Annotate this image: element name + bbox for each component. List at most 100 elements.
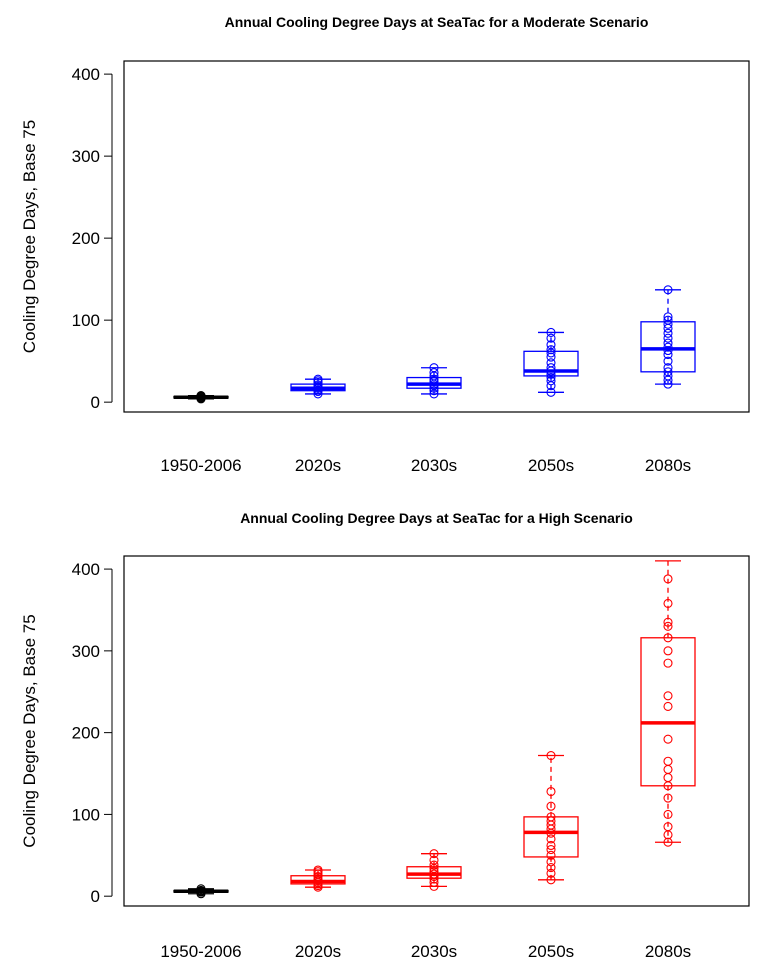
data-point <box>429 374 439 384</box>
data-point <box>429 874 439 884</box>
y-tick-label: 0 <box>91 887 100 906</box>
data-point <box>663 333 673 343</box>
data-point <box>663 633 673 643</box>
box-1950-2006 <box>173 391 229 404</box>
data-point <box>546 816 556 826</box>
data-point <box>313 380 323 390</box>
data-point <box>663 646 673 656</box>
x-tick-label: 2030s <box>411 942 457 961</box>
x-tick-label: 2080s <box>645 456 691 475</box>
box-2030s <box>406 849 462 891</box>
box-iqr <box>640 637 696 787</box>
data-point <box>663 312 673 322</box>
data-point <box>546 840 556 851</box>
chart-panel-1: Annual Cooling Degree Days at SeaTac for… <box>20 14 750 475</box>
box-2080s <box>640 560 696 847</box>
data-point <box>196 884 206 894</box>
data-point <box>429 386 439 396</box>
data-point <box>663 574 673 584</box>
data-point <box>663 342 673 352</box>
data-point <box>663 822 673 832</box>
data-point <box>546 812 556 822</box>
plot-frame <box>123 555 750 907</box>
data-point <box>663 328 673 338</box>
data-point <box>546 801 556 811</box>
box-2050s <box>523 750 579 885</box>
data-point <box>546 373 556 383</box>
data-point <box>429 860 439 870</box>
x-tick-label: 2020s <box>295 456 341 475</box>
data-point <box>663 285 673 295</box>
data-point <box>663 367 673 377</box>
data-point <box>546 863 556 873</box>
data-point <box>313 872 323 882</box>
data-point <box>429 867 439 877</box>
data-point <box>663 764 673 774</box>
data-point <box>663 658 673 668</box>
data-point <box>546 850 556 860</box>
x-tick-label: 1950-2006 <box>160 942 241 961</box>
data-point <box>429 855 439 865</box>
box-1950-2006 <box>173 884 229 899</box>
box-2080s <box>640 285 696 389</box>
data-point <box>429 383 439 393</box>
data-point <box>546 875 556 885</box>
y-axis-label: Cooling Degree Days, Base 75 <box>20 120 39 353</box>
data-point <box>663 319 673 329</box>
y-tick-label: 0 <box>91 393 100 412</box>
data-point <box>546 340 556 350</box>
data-point <box>546 345 556 355</box>
data-point <box>663 350 673 360</box>
y-tick-label: 200 <box>72 229 100 248</box>
data-point <box>313 389 323 399</box>
data-point <box>546 834 556 844</box>
box-2030s <box>406 363 462 399</box>
data-point <box>663 691 673 701</box>
data-point <box>546 352 556 362</box>
data-point <box>196 391 206 401</box>
data-point <box>429 869 439 879</box>
data-point <box>663 363 673 373</box>
data-point <box>429 849 439 859</box>
y-axis-label: Cooling Degree Days, Base 75 <box>20 614 39 847</box>
x-tick-label: 2080s <box>645 942 691 961</box>
chart-title: Annual Cooling Degree Days at SeaTac for… <box>240 510 633 526</box>
chart-panel-2: Annual Cooling Degree Days at SeaTac for… <box>20 510 750 961</box>
data-point <box>663 756 673 766</box>
data-point <box>546 369 556 379</box>
data-point <box>546 376 556 386</box>
data-point <box>313 874 323 884</box>
data-point <box>663 837 673 847</box>
data-point <box>663 793 673 803</box>
x-tick-label: 2020s <box>295 942 341 961</box>
y-tick-label: 400 <box>72 65 100 84</box>
y-tick-label: 100 <box>72 805 100 824</box>
data-point <box>663 356 673 366</box>
plot-frame <box>123 60 750 413</box>
data-point <box>546 750 556 761</box>
chart-title: Annual Cooling Degree Days at SeaTac for… <box>225 14 649 30</box>
data-point <box>429 368 439 378</box>
y-tick-label: 100 <box>72 311 100 330</box>
data-point <box>546 857 556 867</box>
data-point <box>546 333 556 343</box>
data-point <box>663 701 673 712</box>
data-point <box>546 786 556 797</box>
x-tick-label: 2050s <box>528 456 574 475</box>
y-tick-label: 300 <box>72 147 100 166</box>
data-point <box>663 734 673 744</box>
data-point <box>663 315 673 325</box>
x-tick-label: 1950-2006 <box>160 456 241 475</box>
data-point <box>546 845 556 855</box>
data-point <box>546 387 556 397</box>
data-point <box>546 363 556 373</box>
data-point <box>546 358 556 368</box>
x-tick-label: 2050s <box>528 942 574 961</box>
box-iqr <box>523 350 579 377</box>
data-point <box>313 869 323 879</box>
data-point <box>429 881 439 891</box>
data-point <box>429 363 439 373</box>
data-point <box>663 617 673 627</box>
data-point <box>663 809 673 819</box>
